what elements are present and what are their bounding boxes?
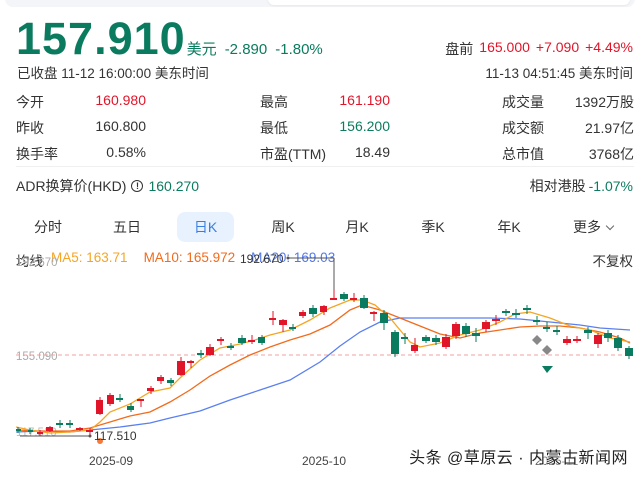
stat-value-prev-close: 160.800 (95, 118, 146, 134)
stat-value-turnover: 21.97亿 (584, 120, 634, 136)
price-change-pct: -1.80% (275, 41, 323, 58)
tab-yearly-k[interactable]: 年K (497, 219, 521, 235)
price-header: 157.910 美元 -2.890 -1.80% (16, 14, 323, 64)
stat-value-turnover-rate: 0.58% (106, 144, 146, 160)
adr-row: ADR换算价(HKD) ! 160.270 (16, 176, 199, 196)
stat-label-turnover-rate: 换手率 (16, 146, 58, 162)
divider (16, 166, 634, 167)
adr-value: 160.270 (148, 178, 200, 194)
stat-value-volume: 1392万股 (574, 94, 634, 110)
candlestick-plot (15, 256, 633, 444)
adr-label: ADR换算价(HKD) (16, 178, 127, 194)
chart-period-tabs: 分时 五日 日K 周K 月K 季K 年K 更多 (0, 212, 640, 242)
stat-label-open: 今开 (16, 94, 44, 110)
kline-chart[interactable]: 192.670 155.090 117.510 (0, 252, 640, 477)
low-marker-label: 117.510 (94, 429, 137, 443)
stat-label-low: 最低 (260, 120, 288, 136)
info-circle-icon[interactable]: ! (131, 180, 144, 192)
stat-label-turnover: 成交额 (502, 120, 544, 136)
premarket-label: 盘前 (445, 41, 474, 57)
ma-legend: 均线 MA5: 163.71 MA10: 165.972 MA20: 169.0… (16, 250, 335, 270)
y-axis-max: 192.670 (16, 257, 58, 269)
adjust-mode-button[interactable]: 不复权 (592, 254, 634, 269)
ma5-value: MA5: 163.71 (51, 250, 128, 265)
tab-daily-k[interactable]: 日K (177, 212, 234, 242)
tab-quarterly-k[interactable]: 季K (421, 219, 445, 235)
watermark: 头条 @草原云 · 内蒙古新闻网 (409, 450, 628, 467)
premarket-time: 11-13 04:51:45 美东时间 (485, 66, 633, 81)
market-status: 已收盘 11-12 16:00:00 美东时间 (17, 66, 209, 81)
relative-hk-row: 相对港股 -1.07% (530, 176, 633, 196)
y-axis-mid: 155.090 (16, 351, 58, 363)
premarket-quote: 盘前 165.000 +7.090 +4.49% (445, 39, 633, 59)
current-price: 157.910 (16, 13, 186, 64)
x-axis-label-sep: 2025-09 (89, 454, 134, 468)
tab-more[interactable]: 更多 (562, 212, 624, 242)
stat-value-market-cap: 3768亿 (588, 146, 634, 162)
stat-label-pe-ttm: 市盈(TTM) (260, 146, 327, 162)
tab-intraday[interactable]: 分时 (34, 219, 62, 235)
stats-row: 今开 160.980 最高 161.190 成交量 1392万股 (16, 90, 634, 116)
x-axis-label-nov: 2025-11 (535, 454, 579, 468)
stat-value-low: 156.200 (339, 118, 390, 134)
stats-row: 昨收 160.800 最低 156.200 成交额 21.97亿 (16, 116, 634, 142)
price-change: -2.890 (224, 41, 268, 58)
stat-value-open: 160.980 (95, 92, 146, 108)
premarket-price: 165.000 (479, 39, 530, 55)
tab-five-day[interactable]: 五日 (113, 219, 141, 235)
search-input[interactable] (268, 0, 630, 5)
stat-label-high: 最高 (260, 94, 288, 110)
stat-value-high: 161.190 (339, 92, 390, 108)
stat-label-volume: 成交量 (502, 94, 544, 110)
stat-label-market-cap: 总市值 (502, 146, 544, 162)
stats-grid: 今开 160.980 最高 161.190 成交量 1392万股 昨收 160.… (16, 90, 634, 168)
chevron-down-icon (605, 221, 615, 231)
relative-hk-label: 相对港股 (529, 178, 586, 194)
stat-label-prev-close: 昨收 (16, 120, 44, 136)
high-marker-label: 192.670 (240, 252, 284, 266)
currency-label: 美元 (186, 41, 217, 58)
tab-monthly-k[interactable]: 月K (345, 219, 369, 235)
relative-hk-value: -1.07% (588, 178, 633, 194)
x-axis-label-oct: 2025-10 (302, 454, 347, 468)
stat-value-pe-ttm: 18.49 (354, 144, 390, 160)
tab-more-label: 更多 (573, 219, 601, 235)
premarket-change-pct: +4.49% (585, 39, 633, 55)
ma-label: 均线 (16, 254, 43, 269)
stats-row: 换手率 0.58% 市盈(TTM) 18.49 总市值 3768亿 (16, 142, 634, 168)
ma10-value: MA10: 165.972 (143, 250, 236, 265)
tab-weekly-k[interactable]: 周K (271, 219, 295, 235)
premarket-change: +7.090 (535, 39, 580, 55)
